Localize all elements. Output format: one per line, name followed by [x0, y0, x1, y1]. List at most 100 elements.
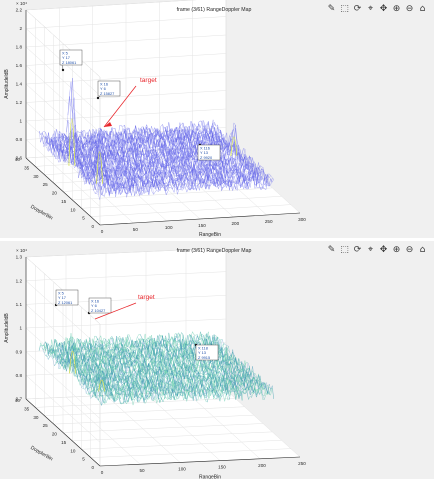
datatip-line: Y 13	[200, 150, 208, 155]
target-label: target	[138, 294, 155, 301]
datatip-line: Z 9915	[198, 355, 210, 360]
z-tick-label: 0.8	[16, 137, 23, 142]
datatip-line: Y 6	[91, 303, 97, 308]
z-tick-label: 1.6	[16, 63, 23, 68]
zoom-out-icon[interactable]: ⊖	[405, 244, 414, 255]
datatip-line: Y 6	[100, 86, 106, 91]
figure-separator	[0, 238, 434, 241]
figure-window-bottom: 0 50 100 150 200 250 0 5 10 15 20 25 30 35 40 0.7 0.8 0.9…	[0, 241, 434, 479]
z-tick-label: 0.9	[16, 349, 23, 354]
datatip-line: Y 13	[198, 350, 206, 355]
datatip-line: Z 18061	[62, 60, 76, 65]
y-tick-label: 20	[52, 432, 58, 437]
target-annotation: target	[103, 77, 157, 128]
y-tick-label: 20	[52, 191, 58, 196]
y-tick-label: 25	[43, 182, 49, 187]
top-surface-mesh	[38, 78, 274, 200]
rotate-icon[interactable]: ⟳	[353, 244, 362, 255]
x-tick-label: 100	[178, 466, 186, 471]
brush-icon[interactable]: ✎	[327, 3, 336, 14]
y-tick-label: 25	[43, 423, 49, 428]
peak-marker	[98, 379, 106, 392]
bottom-surface-mesh	[38, 331, 274, 406]
z-tick-label: 0.6	[16, 156, 23, 161]
home-icon[interactable]: ⌂	[419, 3, 426, 14]
datatip-line: X 16	[100, 82, 108, 87]
z-axis-label: AmplitudeldB	[4, 69, 10, 99]
y-tick-label: 5	[82, 457, 85, 462]
z-tick-label: 1.2	[16, 100, 23, 105]
home-icon[interactable]: ⌂	[419, 244, 426, 255]
datatip-line: Y 17	[62, 55, 70, 60]
peak-marker	[230, 136, 238, 157]
y-tick-label: 40	[15, 157, 21, 162]
data-tip-icon[interactable]: ⌖	[367, 244, 374, 255]
datatip-line: X 5	[58, 291, 64, 296]
zoom-in-icon[interactable]: ⊕	[392, 244, 401, 255]
datatip-line: Y 17	[58, 295, 66, 300]
x-tick-label: 200	[231, 221, 239, 226]
x-tick-label: 250	[265, 219, 273, 224]
z-exponent-label: × 10⁴	[16, 248, 27, 253]
y-tick-label: 5	[82, 216, 85, 221]
y-tick-label: 0	[91, 465, 94, 470]
z-tick-label: 1.8	[16, 45, 23, 50]
datatip[interactable]: X 5Y 17Z 18061	[59, 49, 83, 72]
x-axis-label: RangeBin	[199, 475, 221, 479]
y-tick-label: 0	[91, 224, 94, 229]
y-tick-label: 40	[15, 398, 21, 403]
z-tick-label: 2.2	[16, 8, 23, 13]
select-icon[interactable]: ⬚	[340, 244, 349, 255]
x-tick-label: 150	[198, 223, 206, 228]
brush-icon[interactable]: ✎	[327, 244, 336, 255]
rotate-icon[interactable]: ⟳	[353, 3, 362, 14]
datatip[interactable]: X 5Y 17Z 12061	[54, 289, 79, 307]
pan-icon[interactable]: ✥	[379, 3, 388, 14]
datatip-line: X 116	[200, 146, 210, 151]
pan-icon[interactable]: ✥	[379, 244, 388, 255]
y-tick-label: 35	[24, 165, 30, 170]
datatip-line: X 5	[62, 51, 68, 56]
y-tick-label: 30	[33, 174, 39, 179]
figure-toolbar-top: ✎ ⬚ ⟳ ⌖ ✥ ⊕ ⊖ ⌂	[326, 3, 428, 15]
peak-marker	[68, 118, 76, 166]
x-axis-label: RangeBin	[199, 232, 221, 238]
y-axis-label: DopplerBin	[29, 445, 54, 463]
x-tick-label: 0	[101, 229, 104, 234]
datatip[interactable]: X 16Y 6Z 10427	[87, 297, 112, 315]
y-tick-label: 15	[61, 199, 67, 204]
target-annotation: target	[94, 294, 155, 320]
datatip-line: Z 9920	[200, 155, 213, 160]
y-tick-label: 35	[24, 406, 30, 411]
x-tick-label: 300	[298, 217, 306, 222]
data-tip-icon[interactable]: ⌖	[367, 3, 374, 14]
chart-title: frame (3/61) RangeDoppler Map	[177, 248, 252, 254]
datatip[interactable]: X 16Y 6Z 15827	[96, 80, 121, 100]
datatip-line: X 16	[91, 299, 99, 304]
zoom-out-icon[interactable]: ⊖	[405, 3, 414, 14]
x-tick-label: 150	[218, 465, 226, 470]
select-icon[interactable]: ⬚	[340, 3, 349, 14]
datatip-line: X 118	[198, 346, 208, 351]
z-tick-label: 1.2	[16, 278, 23, 283]
target-label: target	[140, 77, 157, 84]
z-exponent-label: × 10⁴	[16, 1, 27, 6]
y-tick-label: 10	[70, 207, 76, 212]
zoom-in-icon[interactable]: ⊕	[392, 3, 401, 14]
datatip-line: Z 10427	[91, 308, 105, 313]
z-tick-label: 1.1	[16, 302, 23, 307]
y-tick-label: 15	[61, 440, 67, 445]
x-tick-label: 250	[298, 461, 306, 466]
datatip-line: Z 15827	[100, 91, 114, 96]
x-tick-label: 200	[258, 463, 266, 468]
x-tick-label: 50	[133, 227, 139, 232]
z-axis-label: AmplitudeldB	[4, 313, 10, 343]
y-axis-label: DopplerBin	[29, 204, 54, 222]
z-tick-label: 0.7	[16, 397, 23, 402]
z-tick-label: 0.8	[16, 373, 23, 378]
